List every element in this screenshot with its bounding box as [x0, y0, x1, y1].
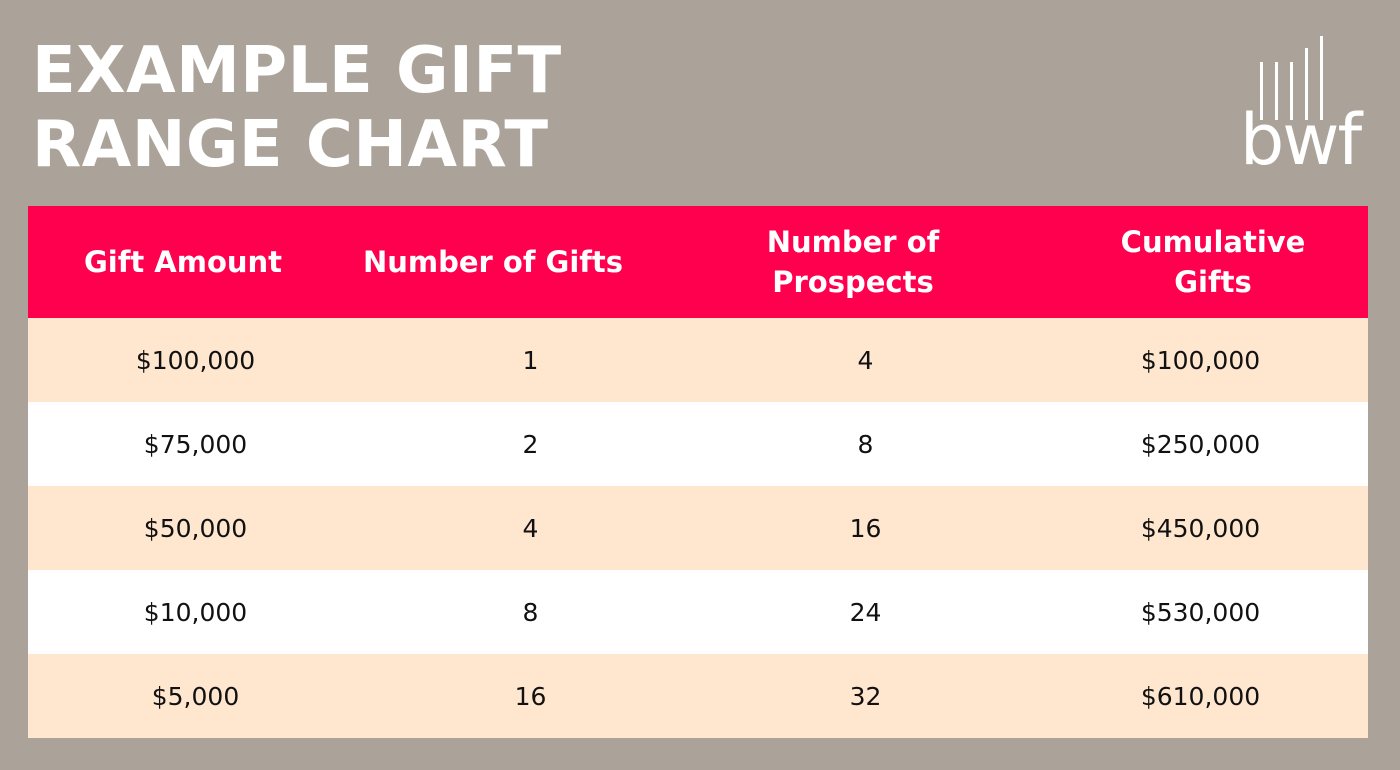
cell-cumulative-gifts: $100,000: [1140, 345, 1261, 375]
column-header-number-of-gifts: Number of Gifts: [362, 245, 624, 279]
title-line-2: RANGE CHART: [32, 108, 549, 182]
table-row: $10,000 8 24 $530,000: [28, 570, 1368, 654]
table-row: $75,000 2 8 $250,000: [28, 402, 1368, 486]
cell-number-of-prospects: 8: [857, 429, 874, 459]
vertical-bars-icon: [1260, 30, 1340, 120]
cell-gift-amount: $75,000: [143, 429, 248, 459]
cell-number-of-gifts: 1: [522, 345, 539, 375]
logo-text: bwf: [1239, 99, 1362, 181]
cell-number-of-prospects: 4: [857, 345, 874, 375]
bwf-logo: bwf: [1228, 26, 1372, 178]
gift-range-table: Gift Amount Number of Gifts Number of Pr…: [28, 206, 1368, 738]
cell-number-of-gifts: 16: [514, 681, 547, 711]
title-line-1: EXAMPLE GIFT: [32, 34, 562, 108]
table-row: $100,000 1 4 $100,000: [28, 318, 1368, 402]
cell-gift-amount: $100,000: [135, 345, 256, 375]
cell-cumulative-gifts: $530,000: [1140, 597, 1261, 627]
table-row: $5,000 16 32 $610,000: [28, 654, 1368, 738]
column-header-number-of-prospects: Number of Prospects: [766, 225, 940, 299]
cell-cumulative-gifts: $250,000: [1140, 429, 1261, 459]
cell-number-of-gifts: 4: [522, 513, 539, 543]
cell-cumulative-gifts: $610,000: [1140, 681, 1261, 711]
cell-gift-amount: $50,000: [143, 513, 248, 543]
cell-number-of-prospects: 16: [849, 513, 882, 543]
cell-number-of-prospects: 24: [849, 597, 882, 627]
cell-gift-amount: $5,000: [151, 681, 240, 711]
cell-number-of-prospects: 32: [849, 681, 882, 711]
table-row: $50,000 4 16 $450,000: [28, 486, 1368, 570]
column-header-gift-amount: Gift Amount: [83, 245, 283, 279]
page-title: EXAMPLE GIFT RANGE CHART: [32, 34, 562, 182]
cell-number-of-gifts: 8: [522, 597, 539, 627]
column-header-cumulative-gifts: Cumulative Gifts: [1120, 225, 1306, 299]
cell-gift-amount: $10,000: [143, 597, 248, 627]
cell-cumulative-gifts: $450,000: [1140, 513, 1261, 543]
cell-number-of-gifts: 2: [522, 429, 539, 459]
table-header: Gift Amount Number of Gifts Number of Pr…: [28, 206, 1368, 318]
